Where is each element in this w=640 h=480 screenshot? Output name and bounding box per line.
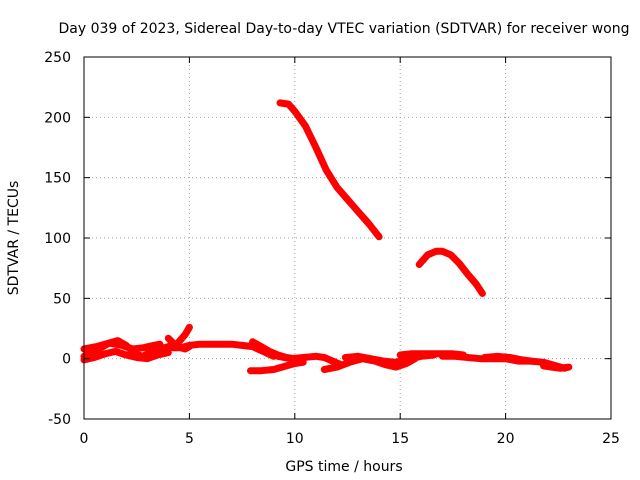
series-line-arc-low-3 [80, 339, 164, 353]
data-series [80, 99, 573, 375]
y-tick-label: 250 [44, 50, 71, 66]
y-axis-label: SDTVAR / TECUs [6, 181, 22, 296]
series-line-arc-high-2 [415, 247, 486, 297]
y-tick-label: 200 [44, 110, 71, 126]
y-axis-ticks: -50 0 50 100 150 200 250 [44, 50, 611, 428]
series-line-arc-low-8 [274, 352, 345, 369]
series-line-arc-low-13 [481, 352, 535, 365]
x-tick-label: 20 [497, 431, 515, 447]
y-tick-label: 50 [53, 291, 71, 307]
series-line-arc-low-2 [80, 347, 172, 364]
x-tick-label: 5 [185, 431, 194, 447]
x-tick-label: 15 [391, 431, 409, 447]
x-axis-ticks: 0 5 10 15 20 25 [80, 57, 620, 447]
series-line-arc-high-1 [276, 99, 383, 241]
y-tick-label: -50 [48, 412, 71, 428]
y-tick-label: 0 [62, 352, 71, 368]
x-tick-label: 10 [286, 431, 304, 447]
y-tick-label: 100 [44, 231, 71, 247]
series-line-arc-low-7 [247, 358, 307, 375]
y-tick-label: 150 [44, 171, 71, 187]
chart-title: Day 039 of 2023, Sidereal Day-to-day VTE… [59, 21, 630, 37]
x-tick-label: 0 [80, 431, 89, 447]
x-axis-label: GPS time / hours [285, 459, 402, 475]
series-line-arc-low-5 [164, 334, 193, 353]
series-line-arc-low-14 [540, 362, 573, 372]
x-tick-label: 25 [602, 431, 620, 447]
grid-lines [84, 57, 611, 419]
